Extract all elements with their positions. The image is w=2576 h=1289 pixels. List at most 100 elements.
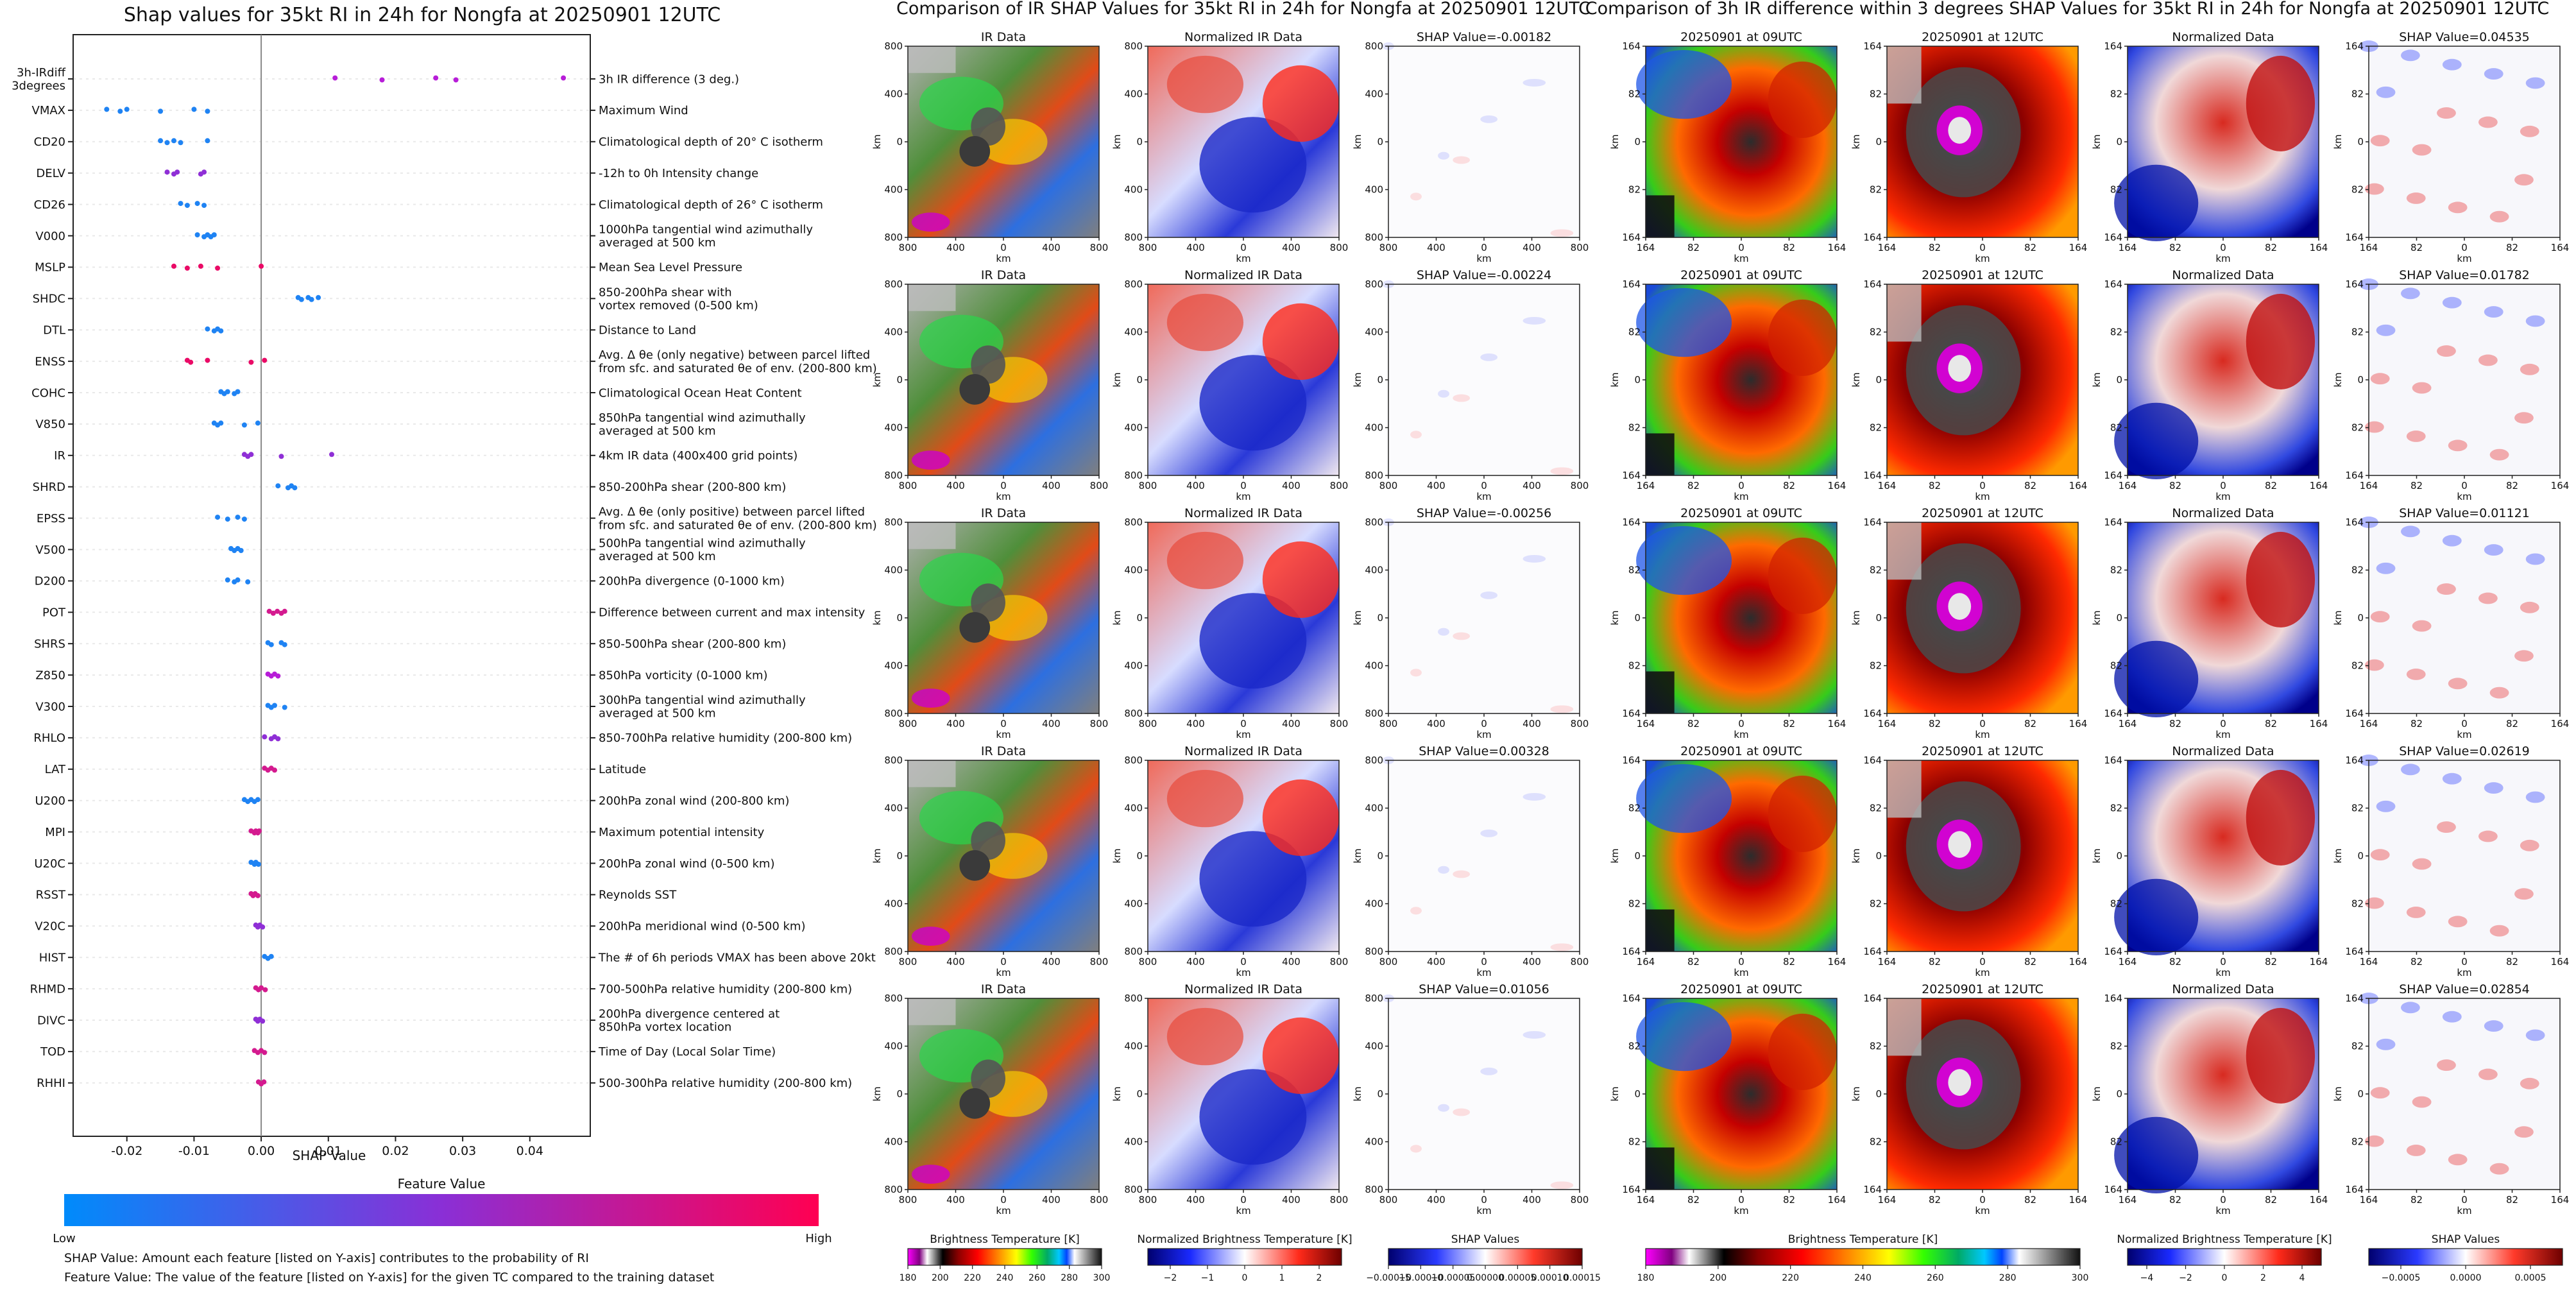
panel-y-axis-label: km [2332, 848, 2344, 863]
panel-x-axis-label: km [996, 491, 1011, 502]
panel-ytick-label: 0 [2116, 136, 2122, 148]
warm-region [1768, 299, 1838, 377]
panel-ytick-label: 164 [1863, 755, 1882, 766]
panel-xtick-label: 0 [2220, 1194, 2226, 1206]
shap-feature-code: RHMD [30, 982, 65, 996]
panel-xtick-label: 82 [2169, 242, 2181, 253]
panel-title: Normalized Data [2172, 982, 2274, 996]
shap-point [225, 577, 230, 583]
cold-region [1199, 355, 1307, 451]
shap-point [158, 138, 164, 144]
panel-xtick-label: 82 [1687, 956, 1700, 968]
panel-ytick-label: 400 [884, 89, 903, 100]
panel-xtick-label: 400 [1523, 480, 1541, 491]
panel-xtick-label: 800 [1090, 242, 1109, 253]
warm-region [1262, 541, 1339, 619]
panel-ytick-label: 0 [1875, 1088, 1882, 1100]
panel-xtick-label: 164 [2310, 1194, 2328, 1206]
colorbar-tick-label: 240 [1854, 1273, 1872, 1283]
panel-xtick-label: 82 [1783, 718, 1795, 730]
shap-feature-codes: 3h-IRdiff 3degrees VMAX CD20 DELV CD26 V000 MSL… [12, 66, 73, 1090]
panel-ytick-label: 400 [1365, 1041, 1383, 1052]
panel-xtick-label: 164 [1878, 956, 1897, 968]
heatmap-panel: Normalized Data1641648282008282164164kmk… [2091, 506, 2328, 740]
shap-feature-description: 200hPa divergence (0-1000 km) [599, 575, 785, 588]
shap-blob [2442, 296, 2462, 309]
shap-blob [2401, 1002, 2420, 1014]
panel-y-axis-label: km [871, 1086, 883, 1101]
panel-xtick-label: 82 [1783, 480, 1795, 491]
panel-y-axis-label: km [2332, 372, 2344, 387]
colorbar-tick-label: 1 [1279, 1273, 1285, 1283]
panel-xtick-label: 800 [1139, 242, 1157, 253]
heatmap-panel: SHAP Value=0.010568008004004000040040080… [1352, 982, 1589, 1216]
colorbar-tick-label: 220 [964, 1273, 981, 1283]
panel-xtick-label: 164 [1828, 956, 1847, 968]
panel-ytick-label: 164 [1863, 946, 1882, 957]
panel-xtick-label: 0 [1738, 242, 1744, 253]
storm-core [959, 612, 991, 643]
shap-gridlines [73, 78, 590, 1084]
shap-blob [1453, 156, 1471, 164]
shap-feature-description: Maximum potential intensity [599, 826, 765, 839]
cloud-top [1646, 433, 1675, 475]
panel-xtick-label: 0 [1481, 1194, 1487, 1206]
eye [1948, 117, 1972, 144]
shap-feature-code: Z850 [35, 669, 65, 682]
panel-ytick-label: 0 [2357, 612, 2364, 624]
panel-xtick-label: 400 [1282, 1194, 1301, 1206]
panel-ytick-label: 0 [1136, 612, 1143, 624]
panel-xtick-label: 82 [2410, 242, 2423, 253]
panel-y-axis-label: km [2332, 610, 2344, 625]
shap-point [248, 452, 254, 457]
panel-ytick-label: 164 [2104, 993, 2122, 1004]
panel-ytick-label: 0 [1875, 374, 1882, 386]
shap-point [275, 673, 281, 679]
panel-ytick-label: 164 [2104, 516, 2122, 528]
panel-y-axis-label: km [1111, 372, 1123, 387]
panel-ytick-label: 800 [884, 40, 903, 52]
shap-point [225, 516, 230, 522]
shap-blob [2520, 839, 2539, 851]
shap-point [257, 828, 262, 834]
eye [1948, 593, 1972, 620]
shap-blob [1453, 1108, 1471, 1116]
panel-xtick-label: 400 [946, 956, 965, 968]
panel-xtick-label: 164 [2310, 242, 2328, 253]
panel-title: Normalized Data [2172, 268, 2274, 282]
panel-xtick-label: 82 [1929, 718, 1941, 730]
panel-shap-title: SHAP Value=-0.00182 [1417, 30, 1551, 44]
shap-point [205, 108, 210, 114]
shap-blob [2406, 1145, 2426, 1156]
shap-point [272, 767, 277, 773]
panel-xtick-label: 164 [2551, 242, 2570, 253]
colorbar-tick-label: 200 [932, 1273, 949, 1283]
warm-region [1768, 537, 1838, 615]
shap-blob [1550, 229, 1574, 237]
ir-comparison-title: Comparison of IR SHAP Values for 35kt RI… [896, 0, 1591, 19]
shap-point [215, 515, 221, 520]
panel-x-axis-label: km [1975, 491, 1990, 502]
heatmap-panel: SHAP Value=-0.00182800800400400004004008… [1352, 30, 1589, 264]
shap-point [329, 452, 334, 457]
panel-y-axis-label: km [871, 610, 883, 625]
colorbar-tick-label: 0 [2222, 1273, 2228, 1283]
panel-ytick-label: 800 [1365, 946, 1383, 957]
panel-xtick-label: 0 [1000, 956, 1007, 968]
storm-core [971, 107, 1005, 146]
warm-region [1166, 55, 1243, 114]
shap-feature-description: Difference between current and max inten… [599, 606, 866, 620]
panel-ytick-label: 800 [1124, 470, 1143, 481]
panel-ytick-label: 0 [2116, 1088, 2122, 1100]
shap-feature-description: Climatological Ocean Heat Content [599, 386, 802, 400]
panel-xtick-label: 164 [1828, 718, 1847, 730]
panel-xtick-label: 82 [1783, 956, 1795, 968]
panel-title: 20250901 at 12UTC [1922, 268, 2043, 282]
panel-ytick-label: 400 [1124, 1041, 1143, 1052]
shap-point [332, 75, 338, 81]
panel-title: 20250901 at 09UTC [1680, 744, 1802, 758]
panel-ytick-label: 164 [2345, 708, 2364, 719]
cloud-top [1646, 671, 1675, 713]
shap-point [205, 326, 210, 332]
diff-shap-heatmap [2369, 760, 2560, 952]
